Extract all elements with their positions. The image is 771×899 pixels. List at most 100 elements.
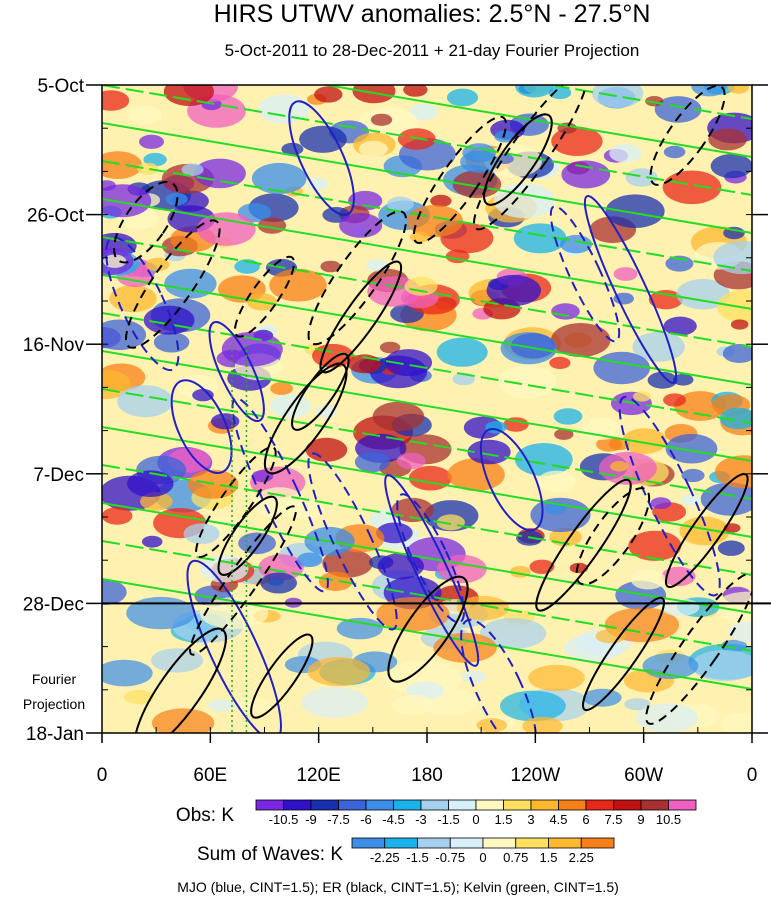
colorbar-tick-label: 4.5 [549, 812, 567, 827]
anomaly-patch [514, 443, 573, 476]
x-tick-label: 0 [747, 765, 758, 786]
plot-area [102, 85, 752, 733]
anomaly-patch [163, 85, 214, 106]
anomaly-patch [320, 260, 341, 273]
kelvin-contour [102, 578, 752, 690]
mjo-contour [186, 559, 282, 733]
anomaly-patch [164, 268, 217, 299]
colorbar-swatch [449, 837, 484, 849]
anomaly-patch [663, 316, 697, 336]
anomaly-patch [238, 532, 276, 555]
anomaly-patch [722, 344, 752, 363]
projection-patch [728, 621, 752, 643]
projection-patch [624, 698, 651, 711]
er-contour [233, 255, 296, 338]
kelvin-contour [102, 426, 752, 538]
colorbar-swatch [668, 799, 697, 811]
mjo-contour [288, 100, 355, 216]
anomaly-patch [486, 274, 541, 307]
anomaly-patch [379, 341, 401, 354]
projection-patch [126, 596, 196, 630]
colorbar-tick-label: 7.5 [604, 812, 622, 827]
waves-colorbar: -2.25 -1.5 -0.75 0 0.75 1.5 2.25 [351, 837, 615, 865]
kelvin-contour [102, 122, 752, 234]
anomaly-patch [691, 85, 727, 97]
colorbar-swatch [640, 799, 669, 811]
chart-title: HIRS UTWV anomalies: 2.5°N - 27.5°N [214, 0, 651, 28]
anomaly-patch [550, 323, 611, 357]
projection-patch [479, 618, 547, 649]
mjo-contour [479, 427, 544, 532]
y-tick-label: 16-Nov [23, 335, 85, 356]
colorbar-swatch [365, 799, 394, 811]
er-contour [113, 180, 179, 264]
kelvin-contour [102, 464, 752, 576]
projection-patch [522, 716, 563, 733]
projection-patch [392, 694, 435, 715]
kelvin-contour [102, 350, 752, 462]
y-tick-label: 18-Jan [26, 724, 84, 745]
anomaly-patch [609, 144, 642, 163]
anomaly-patch [554, 428, 574, 440]
projection-patch [102, 659, 153, 687]
colorbar-swatch [351, 837, 386, 849]
anomaly-patch [549, 356, 571, 369]
mjo-contour [618, 395, 721, 597]
colorbar-swatch [558, 799, 587, 811]
er-contours [113, 85, 752, 733]
kelvin-contour [102, 388, 752, 500]
anomaly-patch [314, 86, 343, 103]
anomaly-patch [719, 407, 752, 430]
anomaly-patch [141, 535, 163, 548]
colorbar-tick-label: -7.5 [327, 812, 349, 827]
mjo-contour [384, 474, 480, 667]
colorbar-tick-label: 6 [582, 812, 589, 827]
anomaly-patch [650, 497, 672, 510]
colorbar-swatch [420, 799, 449, 811]
er-contour [412, 115, 507, 245]
mjo-contours [105, 100, 721, 733]
anomaly-patch [548, 86, 572, 100]
anomaly-patch [633, 391, 651, 402]
projection-patch [635, 703, 699, 733]
anomaly-patch [102, 507, 133, 525]
y-tick-label: 28-Dec [23, 594, 84, 615]
anomaly-patch [194, 158, 246, 189]
er-contour [649, 85, 726, 186]
obs-colorbar: -10.5 -9 -7.5 -6 -4.5 -3 -1.5 0 1.5 3 4.5 6 7.5 9 10.5 [255, 799, 697, 827]
anomaly-patch [408, 465, 452, 491]
colorbar-swatch [283, 799, 312, 811]
anomaly-patch [662, 170, 722, 205]
er-contour [664, 472, 749, 589]
legend-footer: MJO (blue, CINT=1.5); ER (black, CINT=1.… [177, 879, 619, 895]
anomaly-patch [622, 428, 667, 454]
anomaly-patch [708, 128, 747, 151]
anomaly-patch [137, 162, 159, 175]
er-contour [535, 478, 632, 612]
anomaly-patch [628, 530, 682, 561]
colorbar-swatch [393, 799, 422, 811]
er-contour [645, 572, 752, 725]
projection-patch [720, 712, 752, 733]
anomaly-patch [591, 85, 644, 108]
colorbar-tick-label: -1.5 [406, 850, 428, 865]
anomaly-patch [613, 267, 638, 281]
projection-patch [336, 617, 383, 640]
er-contour [307, 210, 408, 346]
er-contour [483, 113, 553, 206]
anomaly-patch [681, 468, 705, 483]
projection-patch [124, 689, 155, 705]
anomaly-patch [370, 113, 393, 126]
colorbar-tick-label: 0 [472, 812, 479, 827]
colorbar-tick-label: 3 [527, 812, 534, 827]
projection-patch [301, 686, 368, 718]
er-contour [195, 446, 277, 558]
anomaly-patch [270, 382, 293, 395]
projection-label-line2: Projection [23, 696, 85, 712]
y-tick-label: 26-Oct [27, 206, 85, 227]
y-axis: 5-Oct 26-Oct 16-Nov 7-Dec 28-Dec 18-Jan [23, 76, 768, 745]
kelvin-contour [102, 160, 752, 272]
projection-label-line1: Fourier [32, 671, 77, 687]
mjo-contour [170, 379, 233, 474]
